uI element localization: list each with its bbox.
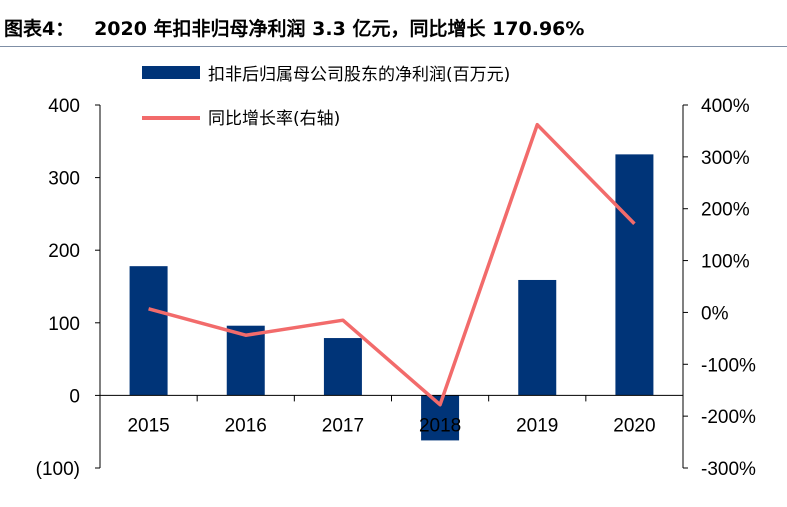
bar-2019	[518, 279, 557, 396]
growth-rate-line	[148, 122, 636, 407]
x-tick-label: 2015	[127, 415, 169, 436]
bar-2016	[226, 325, 265, 396]
x-tick-label: 2016	[225, 415, 267, 436]
right-tick-label: 400%	[701, 96, 750, 117]
x-tick-label: 2017	[322, 415, 364, 436]
x-tick-label: 2018	[419, 415, 461, 436]
legend-bar-label: 扣非后归属母公司股东的净利润(百万元)	[208, 65, 510, 85]
right-tick-label: 300%	[701, 148, 750, 169]
bar-2020	[615, 154, 654, 396]
title-divider	[0, 46, 787, 47]
left-tick-label: 200	[48, 241, 80, 262]
legend-bar-swatch	[142, 66, 200, 79]
x-tick-label: 2020	[613, 415, 655, 436]
right-tick-label: 100%	[701, 252, 750, 273]
left-tick-label: 400	[48, 96, 80, 117]
right-tick-label: -300%	[701, 459, 756, 480]
left-tick-label: 0	[69, 386, 80, 407]
left-tick-label: 100	[48, 314, 80, 335]
left-tick-label: 300	[48, 169, 80, 190]
right-tick-label: 200%	[701, 200, 750, 221]
right-tick-label: 0%	[701, 303, 729, 324]
left-tick-label: (100)	[36, 459, 80, 480]
chart-title: 图表4： 2020 年扣非归母净利润 3.3 亿元，同比增长 170.96%	[4, 18, 585, 40]
x-tick-label: 2019	[516, 415, 558, 436]
right-tick-label: -200%	[701, 407, 756, 428]
bar-2015	[129, 266, 168, 396]
bar-2017	[323, 338, 362, 396]
right-tick-label: -100%	[701, 355, 756, 376]
legend-line-label: 同比增长率(右轴)	[208, 109, 340, 129]
